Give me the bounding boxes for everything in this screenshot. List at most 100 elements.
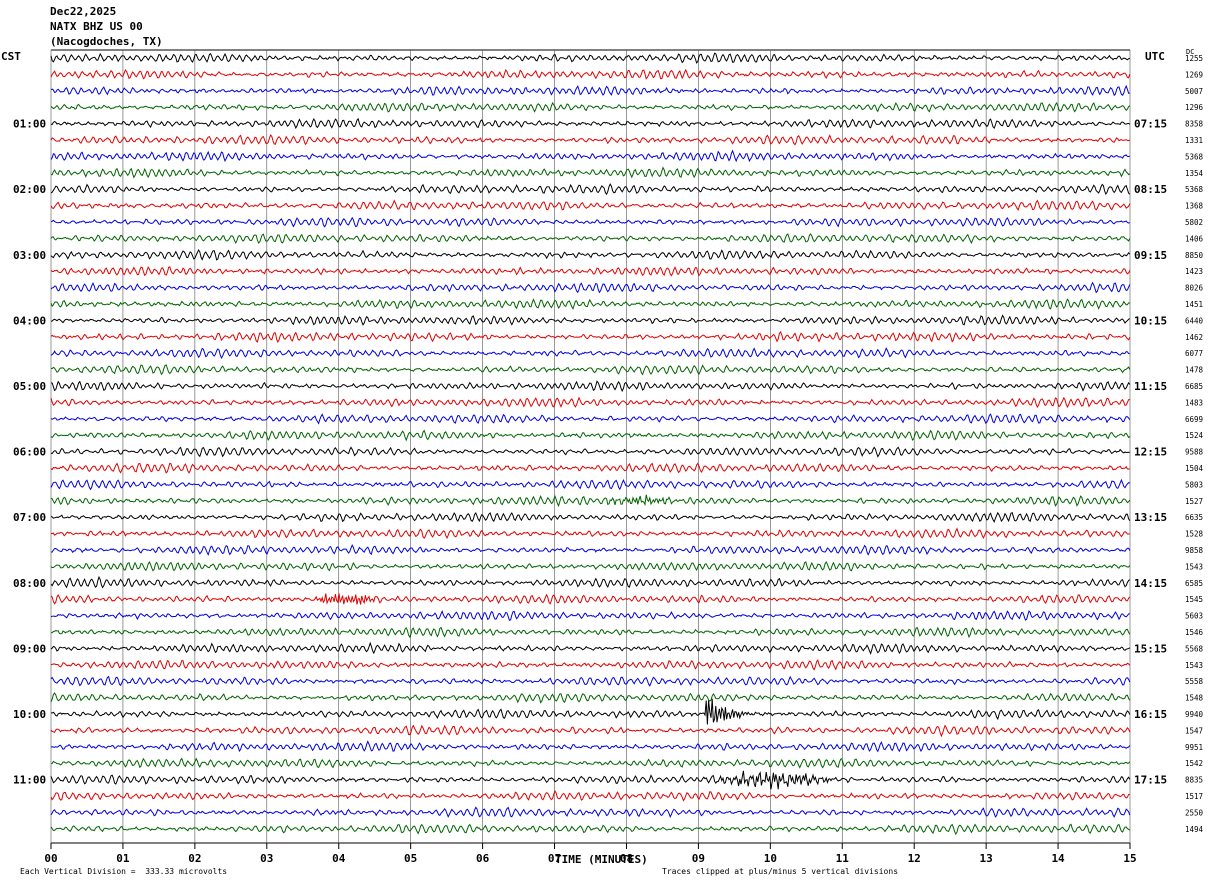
seismic-trace-row (50, 233, 1131, 245)
seismic-trace-row (50, 806, 1131, 819)
dc-value-label: 5603 (1185, 612, 1203, 621)
seismic-trace-row (50, 52, 1131, 64)
left-hour-label: 08:00 (13, 577, 46, 590)
left-hour-label: 03:00 (13, 249, 46, 262)
right-hour-label: 15:15 (1134, 642, 1167, 655)
header-station: NATX BHZ US 00 (50, 20, 143, 33)
seismic-trace-row (50, 724, 1131, 738)
seismic-trace-row (50, 641, 1131, 655)
seismic-trace-row (50, 740, 1131, 753)
dc-value-label: 1548 (1185, 694, 1204, 703)
dc-value-label: 6440 (1185, 316, 1204, 325)
seismic-trace-row (50, 84, 1130, 97)
dc-value-label: 6635 (1185, 513, 1203, 522)
x-tick-label: 05 (404, 852, 417, 865)
dc-value-label: 1527 (1185, 497, 1203, 506)
right-hour-label: 13:15 (1134, 511, 1167, 524)
dc-value-label: 9588 (1185, 448, 1204, 457)
x-tick-label: 01 (116, 852, 130, 865)
seismic-trace-row (50, 544, 1131, 556)
dc-value-label: 1451 (1185, 300, 1203, 309)
division-note: Each Vertical Division = 333.33 microvol… (20, 867, 228, 876)
seismic-trace-row (50, 658, 1131, 671)
right-hour-label: 10:15 (1134, 314, 1167, 327)
seismic-trace-row (50, 413, 1131, 425)
dc-value-label: 5007 (1185, 87, 1203, 96)
seismic-trace-row (50, 281, 1131, 294)
right-hour-label: 08:15 (1134, 183, 1167, 196)
x-tick-label: 04 (332, 852, 346, 865)
dc-value-label: 5802 (1185, 218, 1203, 227)
x-tick-label: 15 (1123, 852, 1136, 865)
x-tick-label: 14 (1051, 852, 1065, 865)
dc-value-label: 2550 (1185, 808, 1204, 817)
seismic-trace-row (50, 823, 1131, 836)
seismic-trace-row (50, 609, 1130, 621)
dc-value-label: 1543 (1185, 661, 1203, 670)
dc-value-label: 1423 (1185, 267, 1203, 276)
dc-value-label: 1546 (1185, 628, 1204, 637)
right-hour-label: 17:15 (1134, 774, 1167, 787)
seismic-trace-row (50, 789, 1130, 802)
seismic-trace-row (50, 757, 1131, 769)
dc-value-label: 1269 (1185, 70, 1203, 79)
dc-value-label: 6685 (1185, 382, 1203, 391)
dc-value-label: 8358 (1185, 120, 1204, 129)
seismic-trace-row (50, 626, 1131, 639)
seismic-trace-row (51, 364, 1131, 376)
x-tick-label: 06 (476, 852, 490, 865)
x-tick-label: 07 (548, 852, 561, 865)
seismic-trace-row (50, 199, 1131, 211)
dc-value-label: 8850 (1185, 251, 1204, 260)
left-hour-label: 02:00 (13, 183, 46, 196)
header-location: (Nacogdoches, TX) (50, 35, 163, 48)
right-hour-label: 14:15 (1134, 577, 1167, 590)
left-hour-label: 01:00 (13, 118, 46, 131)
dc-value-label: 1545 (1185, 595, 1203, 604)
right-hour-label: 11:15 (1134, 380, 1167, 393)
dc-value-label: 1368 (1185, 202, 1204, 211)
dc-value-label: 1524 (1185, 431, 1204, 440)
dc-value-label: 6699 (1185, 415, 1203, 424)
left-hour-label: 05:00 (13, 380, 46, 393)
seismic-trace-row (50, 266, 1131, 277)
dc-value-label: 1517 (1185, 792, 1203, 801)
dc-value-label: 9940 (1185, 710, 1204, 719)
x-tick-label: 11 (836, 852, 850, 865)
x-tick-label: 12 (908, 852, 921, 865)
dc-value-label: 5558 (1185, 677, 1204, 686)
right-hour-label: 16:15 (1134, 708, 1167, 721)
seismic-trace-row (50, 494, 1131, 508)
seismic-trace-row (50, 134, 1131, 146)
dc-value-label: 1255 (1185, 54, 1203, 63)
dc-value-label: 1478 (1185, 366, 1204, 375)
dc-value-label: 1543 (1185, 562, 1203, 571)
dc-value-label: 1483 (1185, 398, 1203, 407)
x-tick-label: 00 (44, 852, 57, 865)
dc-value-label: 1528 (1185, 530, 1204, 539)
seismic-trace-row (50, 298, 1130, 310)
seismic-trace-row (50, 462, 1130, 474)
right-hour-label: 07:15 (1134, 118, 1167, 131)
dc-value-label: 1504 (1185, 464, 1204, 473)
dc-value-label: 6585 (1185, 579, 1203, 588)
seismic-trace-row (50, 770, 1131, 790)
left-hour-label: 10:00 (13, 708, 46, 721)
x-tick-label: 09 (692, 852, 705, 865)
x-tick-label: 02 (188, 852, 201, 865)
seismic-trace-row (50, 396, 1130, 409)
seismic-trace-row (50, 478, 1130, 491)
x-tick-label: 13 (980, 852, 993, 865)
seismic-trace-row (50, 429, 1131, 442)
left-timezone-label: CST (1, 50, 21, 63)
seismic-trace-row (50, 117, 1131, 130)
header-date: Dec22,2025 (50, 5, 117, 18)
seismic-trace-row (50, 380, 1131, 393)
seismic-trace-row (50, 593, 1131, 605)
seismic-trace-row (50, 560, 1131, 572)
seismic-trace-row (50, 314, 1130, 326)
right-timezone-label: UTC (1145, 50, 1165, 63)
dc-value-label: 5568 (1185, 644, 1204, 653)
seismic-trace-row (50, 446, 1130, 458)
